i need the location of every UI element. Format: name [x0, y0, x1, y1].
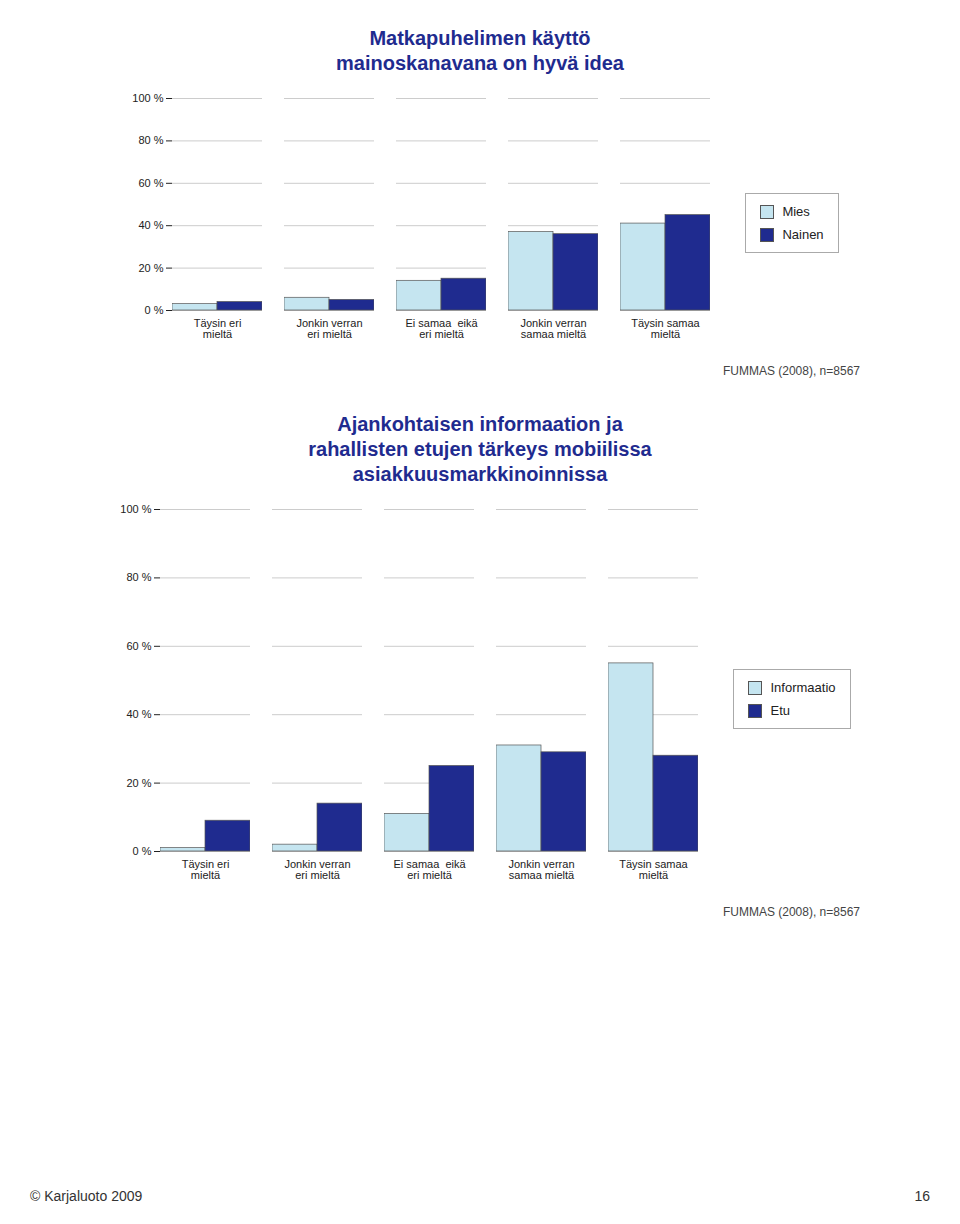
svg-text:Täysin samaamieltä: Täysin samaamieltä [632, 317, 701, 340]
html-text:© Karjaluoto 2009: © Karjaluoto 2009 [30, 1188, 143, 1204]
svg-text:0 %: 0 % [133, 845, 152, 857]
svg-text:Täysin samaamieltä: Täysin samaamieltä [620, 858, 689, 881]
svg-text:60 %: 60 % [127, 640, 152, 652]
svg-text:Jonkin verransamaa mieltä: Jonkin verransamaa mieltä [521, 317, 588, 340]
svg-text:80 %: 80 % [127, 571, 152, 583]
html-text:16: 16 [914, 1188, 930, 1204]
html-text:Etu: Etu [770, 703, 790, 718]
html-text:Mies: Mies [782, 204, 810, 219]
svg-text:40 %: 40 % [139, 219, 164, 231]
html-text:Nainen: Nainen [782, 227, 824, 242]
svg-text:40 %: 40 % [127, 708, 152, 720]
svg-text:Täysin erimieltä: Täysin erimieltä [194, 317, 242, 340]
svg-text:Ei samaa eikäeri mieltä: Ei samaa eikäeri mieltä [406, 317, 479, 340]
svg-text:Ei samaa eikäeri mieltä: Ei samaa eikäeri mieltä [394, 858, 467, 881]
svg-text:Jonkin verraneri mieltä: Jonkin verraneri mieltä [285, 858, 351, 881]
svg-text:100 %: 100 % [121, 503, 152, 515]
svg-text:80 %: 80 % [139, 134, 164, 146]
html-text:Informaatio: Informaatio [770, 680, 836, 695]
svg-text:0 %: 0 % [145, 304, 164, 316]
svg-text:Jonkin verraneri mieltä: Jonkin verraneri mieltä [297, 317, 363, 340]
svg-text:Täysin erimieltä: Täysin erimieltä [182, 858, 230, 881]
svg-text:20 %: 20 % [139, 262, 164, 274]
html-text:Matkapuhelimen käyttö mainoska: Matkapuhelimen käyttö mainoskanavana on … [336, 27, 624, 74]
html-text:FUMMAS (2008), n=8567: FUMMAS (2008), n=8567 [722, 364, 860, 378]
svg-text:Jonkin verransamaa mieltä: Jonkin verransamaa mieltä [509, 858, 576, 881]
svg-text:100 %: 100 % [133, 92, 164, 104]
html-text:FUMMAS (2008), n=8567: FUMMAS (2008), n=8567 [722, 905, 860, 919]
svg-text:20 %: 20 % [127, 777, 152, 789]
html-text:Ajankohtaisen informaation ja: Ajankohtaisen informaation ja rahalliste… [308, 413, 652, 485]
svg-text:60 %: 60 % [139, 177, 164, 189]
